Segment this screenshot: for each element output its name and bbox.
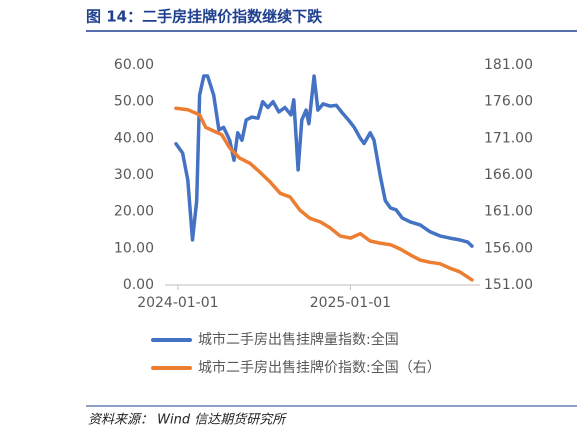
y-tick-label: 60.00 bbox=[114, 57, 154, 73]
x-tick-label: 2024-01-01 bbox=[137, 295, 218, 311]
y2-tick-label: 176.00 bbox=[484, 94, 533, 110]
y-tick-label: 10.00 bbox=[114, 240, 154, 256]
y-tick-label: 20.00 bbox=[114, 204, 154, 220]
y2-tick-label: 166.00 bbox=[484, 167, 533, 183]
y2-tick-label: 151.00 bbox=[484, 277, 533, 293]
x-tick-label: 2025-01-01 bbox=[310, 295, 391, 311]
legend-label: 城市二手房出售挂牌价指数:全国（右） bbox=[198, 359, 441, 376]
series-line bbox=[174, 106, 474, 282]
chart-title: 图 14：二手房挂牌价指数继续下跌 bbox=[86, 8, 323, 26]
series-line bbox=[174, 74, 474, 248]
y-tick-label: 0.00 bbox=[123, 277, 154, 293]
y-tick-label: 40.00 bbox=[114, 130, 154, 146]
y-tick-label: 30.00 bbox=[114, 167, 154, 183]
y-tick-label: 50.00 bbox=[114, 94, 154, 110]
source: 资料来源： Wind 信达期货研究所 bbox=[88, 412, 287, 428]
y2-tick-label: 161.00 bbox=[484, 204, 533, 220]
y2-tick-label: 156.00 bbox=[484, 240, 533, 256]
y2-tick-label: 171.00 bbox=[484, 130, 533, 146]
y2-tick-label: 181.00 bbox=[484, 57, 533, 73]
legend-label: 城市二手房出售挂牌量指数:全国 bbox=[198, 331, 399, 348]
